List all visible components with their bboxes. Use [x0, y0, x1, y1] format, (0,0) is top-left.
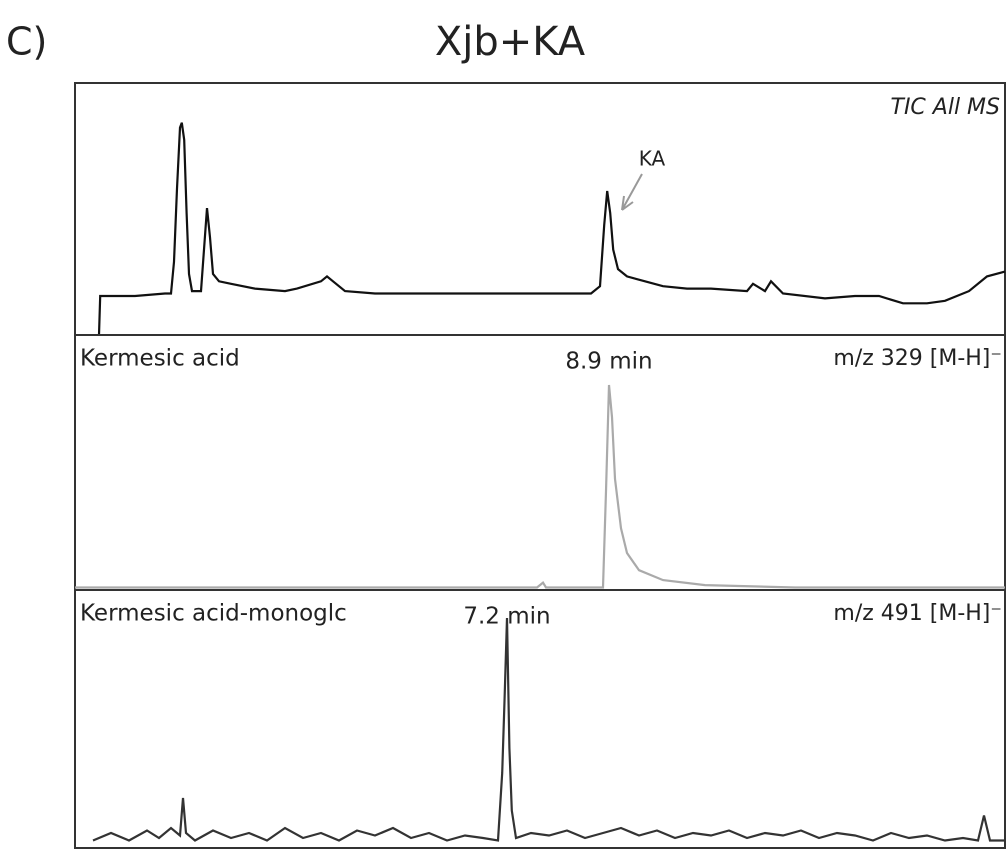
trace [97, 122, 1006, 336]
ion-label: m/z 329 [M-H]⁻ [833, 346, 1002, 371]
annotation-arrow [621, 173, 643, 211]
panel-frame [74, 589, 1006, 849]
trace [92, 617, 1005, 842]
panel-title: Kermesic acid-monoglc [80, 601, 347, 627]
panel-frame [74, 82, 1006, 336]
ion-label: m/z 491 [M-H]⁻ [833, 601, 1002, 626]
panel-label: C) [6, 20, 47, 64]
annotation: KA [639, 147, 666, 171]
panel-frame [74, 334, 1006, 591]
figure-title: Xjb+KA [435, 19, 586, 65]
peak-label: 8.9 min [565, 349, 652, 375]
trace [75, 384, 1005, 589]
corner-label: TIC All MS [891, 95, 1001, 120]
panel-title: Kermesic acid [80, 346, 240, 372]
peak-label: 7.2 min [463, 604, 550, 630]
